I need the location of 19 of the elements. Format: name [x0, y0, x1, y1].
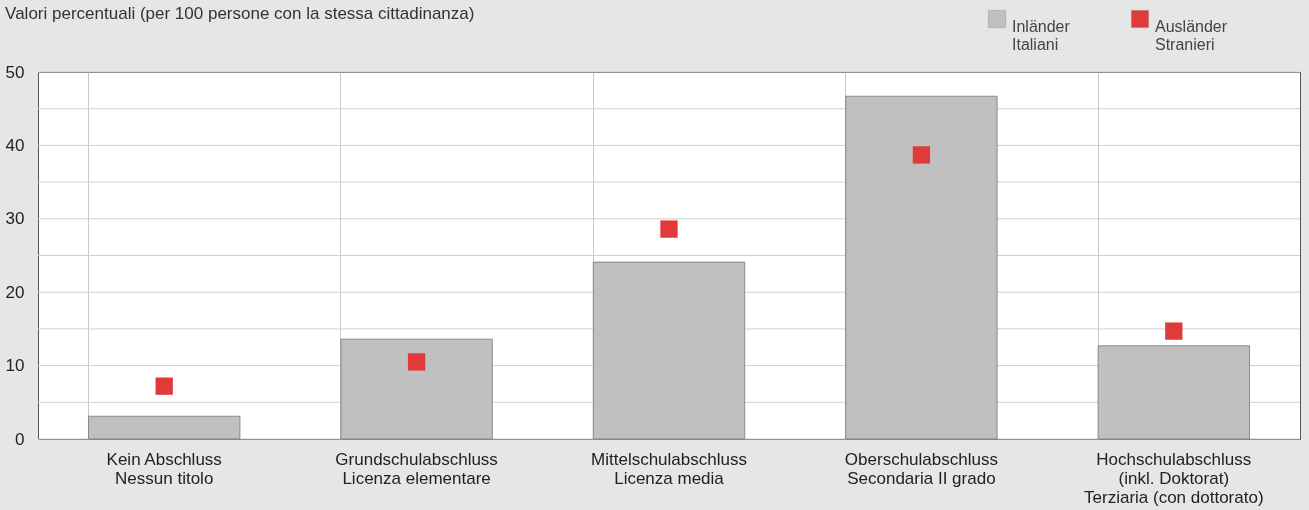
- point: [912, 146, 931, 164]
- point: [155, 377, 173, 395]
- y-tick-label: 40: [5, 135, 25, 155]
- y-tick-label: 20: [5, 282, 25, 302]
- point: [660, 220, 678, 238]
- x-tick-label: Mittelschulabschluss Licenza media: [591, 449, 747, 488]
- point: [407, 353, 426, 371]
- y-tick-label: 30: [5, 209, 25, 229]
- x-tick-label: Kein Abschluss Nessun titolo: [106, 449, 222, 488]
- legend-label: Inländer Italiani: [1012, 18, 1071, 53]
- y-tick-label: 0: [15, 429, 25, 449]
- legend-label: Ausländer Stranieri: [1155, 18, 1228, 53]
- y-tick-label: 50: [5, 62, 25, 82]
- x-tick-label: Oberschulabschluss Secondaria II grado: [844, 449, 998, 488]
- x-tick-label: Grundschulabschluss Licenza elementare: [335, 449, 498, 488]
- x-tick-label: Hochschulabschluss (inkl. Doktorat) Terziaria (con dottorato): [1084, 449, 1264, 507]
- y-tick-label: 10: [5, 356, 25, 376]
- chart-title: Valori percentuali (per 100 persone con la stessa cittadinanza): [5, 4, 475, 23]
- point: [1165, 322, 1183, 340]
